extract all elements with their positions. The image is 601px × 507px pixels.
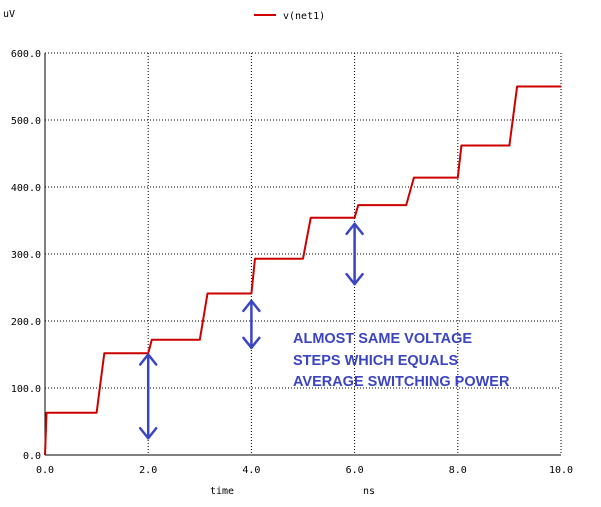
x-tick-label: 2.0: [139, 465, 157, 476]
double-arrow: [242, 299, 261, 350]
x-tick-label: 4.0: [242, 465, 260, 476]
y-tick-label: 0.0: [23, 451, 41, 462]
legend-label: v(net1): [283, 11, 325, 22]
y-axis-label: uV: [3, 9, 15, 20]
x-tick-label: 6.0: [346, 465, 364, 476]
arrow-head-up: [345, 222, 364, 236]
x-tick-label: 0.0: [36, 465, 54, 476]
annotation-arrows: [138, 222, 364, 440]
y-tick-label: 400.0: [11, 183, 41, 194]
legend: v(net1): [254, 11, 325, 22]
annotation-text: ALMOST SAME VOLTAGE STEPS WHICH EQUALS A…: [293, 331, 510, 390]
series-layer: [44, 85, 561, 456]
y-tick-label: 200.0: [11, 317, 41, 328]
double-arrow: [345, 222, 364, 286]
annotation-line-3: AVERAGE SWITCHING POWER: [293, 374, 510, 390]
y-tick-label: 300.0: [11, 250, 41, 261]
x-axis-unit: ns: [363, 486, 375, 497]
y-tick-label: 600.0: [11, 49, 41, 60]
y-tick-label: 100.0: [11, 384, 41, 395]
annotation-line-2: STEPS WHICH EQUALS: [293, 353, 458, 369]
arrow-head-down: [242, 336, 261, 350]
arrow-head-down: [345, 272, 364, 286]
x-axis-label: time: [210, 486, 234, 497]
x-tick-label: 10.0: [549, 465, 573, 476]
y-tick-label: 500.0: [11, 116, 41, 127]
arrow-head-up: [242, 299, 261, 313]
axis-ticks: 0.0 100.0 200.0 300.0 400.0 500.0 600.0 0.0 2.0 4…: [11, 49, 573, 476]
arrow-head-down: [138, 427, 158, 440]
annotation-line-1: ALMOST SAME VOLTAGE: [293, 331, 472, 347]
arrow-head-up: [138, 353, 158, 366]
series-line: [44, 85, 561, 456]
x-tick-label: 8.0: [449, 465, 467, 476]
grid: [44, 52, 562, 456]
double-arrow: [138, 353, 158, 440]
